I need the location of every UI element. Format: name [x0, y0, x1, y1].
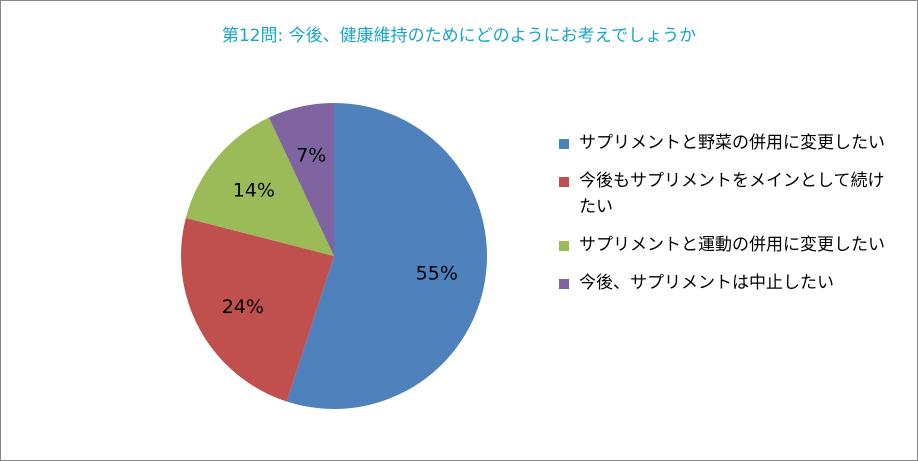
legend-label: サプリメントと運動の併用に変更したい — [579, 235, 885, 255]
legend-swatch — [559, 177, 569, 187]
legend: サプリメントと野菜の併用に変更したい 今後もサプリメントをメインとして続けたい … — [559, 130, 889, 308]
legend-swatch — [559, 139, 569, 149]
legend-label: 今後、サプリメントは中止したい — [579, 273, 834, 293]
legend-label: サプリメントと野菜の併用に変更したい — [579, 133, 885, 153]
legend-item: サプリメントと運動の併用に変更したい — [559, 232, 889, 258]
legend-swatch — [559, 241, 569, 251]
legend-swatch — [559, 279, 569, 289]
pie-slice — [286, 103, 488, 409]
slice-data-label: 24% — [222, 296, 264, 318]
chart-title: 第12問: 今後、健康維持のためにどのようにお考えでしょうか — [221, 26, 697, 46]
pie-slice — [185, 117, 334, 256]
slice-data-label: 14% — [233, 180, 275, 202]
legend-label: 今後もサプリメントをメインとして続けたい — [579, 171, 885, 217]
legend-item: サプリメントと野菜の併用に変更したい — [559, 130, 889, 156]
pie-slice — [268, 103, 334, 256]
legend-item: 今後、サプリメントは中止したい — [559, 270, 889, 296]
legend-item: 今後もサプリメントをメインとして続けたい — [559, 168, 889, 220]
slice-data-label: 7% — [296, 144, 326, 166]
pie-slice — [181, 217, 334, 402]
slice-data-label: 55% — [416, 262, 458, 284]
